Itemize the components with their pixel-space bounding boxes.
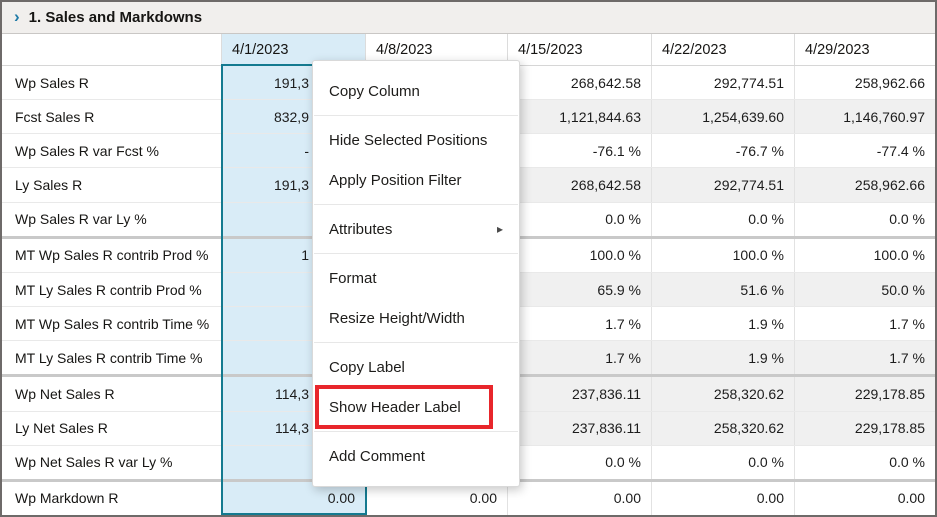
row-label-ly-net-sales-r[interactable]: Ly Net Sales R [2,411,222,445]
row-label-ly-sales-r[interactable]: Ly Sales R [2,168,222,202]
cell[interactable]: 65.9 % [508,272,652,307]
cell[interactable]: 237,836.11 [508,377,652,411]
menu-item-resize-height-width[interactable]: Resize Height/Width [313,298,519,338]
column-header-4-1-2023[interactable]: 4/1/2023 [222,34,366,65]
cell[interactable]: 1.9 % [652,307,795,341]
cell[interactable]: 0.0 % [508,445,652,479]
cell[interactable]: 229,178.85 [795,411,935,445]
cell[interactable]: 100.0 % [652,238,795,272]
menu-separator [314,204,518,205]
cell[interactable]: 0.00 [652,481,795,515]
menu-item-label: Hide Selected Positions [329,131,488,149]
chevron-right-icon[interactable]: › [14,7,20,26]
menu-item-copy-label[interactable]: Copy Label [313,347,519,387]
cell[interactable]: 0.00 [508,481,652,515]
cell[interactable]: 0.0 % [795,202,935,236]
cell[interactable]: 1.7 % [508,307,652,341]
row-label-fcst-sales-r[interactable]: Fcst Sales R [2,100,222,134]
cell[interactable]: 1.7 % [795,341,935,375]
cell[interactable]: 1.7 % [508,341,652,375]
menu-item-label: Resize Height/Width [329,309,465,327]
menu-item-label: Copy Column [329,82,420,100]
cell[interactable]: 268,642.58 [508,66,652,100]
cell[interactable]: 258,320.62 [652,377,795,411]
cell[interactable]: 1,146,760.97 [795,100,935,134]
row-label-wp-sales-r[interactable]: Wp Sales R [2,66,222,100]
column-header-4-8-2023[interactable]: 4/8/2023 [366,34,508,65]
menu-item-show-header-label[interactable]: Show Header Label [313,385,519,429]
cell[interactable]: 292,774.51 [652,66,795,100]
cell[interactable]: 50.0 % [795,272,935,307]
menu-item-copy-column[interactable]: Copy Column [313,71,519,111]
table-row: MT Wp Sales R contrib Time % 1.7 % 1.9 % 1.… [2,306,935,341]
row-label-wp-sales-r-var-ly[interactable]: Wp Sales R var Ly % [2,202,222,236]
cell[interactable]: 292,774.51 [652,168,795,202]
menu-item-label: Format [329,269,377,287]
menu-item-add-comment[interactable]: Add Comment [313,436,519,476]
row-label-mt-wp-sales-r-contrib-time[interactable]: MT Wp Sales R contrib Time % [2,307,222,341]
cell[interactable]: 258,962.66 [795,66,935,100]
menu-item-label: Copy Label [329,358,405,376]
row-header-corner [2,34,222,65]
cell[interactable]: -77.4 % [795,134,935,168]
cell[interactable]: 0.00 [795,481,935,515]
column-header-4-15-2023[interactable]: 4/15/2023 [508,34,652,65]
menu-separator [314,431,518,432]
cell[interactable]: 0.00 [222,481,366,515]
submenu-arrow-icon: ▸ [496,222,503,236]
table-row: Ly Net Sales R 114,3 237,836.11 258,320.62 2… [2,410,935,445]
cell[interactable]: 0.0 % [652,202,795,236]
column-header-row: 4/1/2023 4/8/2023 4/15/2023 4/22/2023 4/29/2… [2,34,935,66]
menu-item-apply-position-filter[interactable]: Apply Position Filter [313,160,519,200]
cell[interactable]: 229,178.85 [795,377,935,411]
menu-item-label: Show Header Label [329,398,461,416]
cell[interactable]: 258,320.62 [652,411,795,445]
section-header[interactable]: › 1. Sales and Markdowns [2,2,935,34]
menu-item-label: Apply Position Filter [329,171,462,189]
row-label-mt-ly-sales-r-contrib-prod[interactable]: MT Ly Sales R contrib Prod % [2,272,222,307]
cell[interactable]: 0.0 % [652,445,795,479]
menu-separator [314,115,518,116]
row-label-wp-markdown-r[interactable]: Wp Markdown R [2,481,222,515]
cell[interactable]: 100.0 % [795,238,935,272]
row-label-wp-net-sales-r[interactable]: Wp Net Sales R [2,377,222,411]
cell[interactable]: 0.00 [366,481,508,515]
row-label-wp-net-sales-r-var-ly[interactable]: Wp Net Sales R var Ly % [2,445,222,479]
column-header-4-22-2023[interactable]: 4/22/2023 [652,34,795,65]
menu-separator [314,253,518,254]
menu-separator [314,342,518,343]
cell[interactable]: 1,254,639.60 [652,100,795,134]
cell[interactable]: 237,836.11 [508,411,652,445]
column-header-4-29-2023[interactable]: 4/29/2023 [805,41,870,58]
cell[interactable]: -76.7 % [652,134,795,168]
cell[interactable]: 1.7 % [795,307,935,341]
row-label-mt-wp-sales-r-contrib-prod[interactable]: MT Wp Sales R contrib Prod % [2,238,222,272]
menu-item-label: Attributes [329,220,393,238]
menu-item-label: Add Comment [329,447,425,465]
row-label-mt-ly-sales-r-contrib-time[interactable]: MT Ly Sales R contrib Time % [2,341,222,375]
page-title: 1. Sales and Markdowns [28,9,203,26]
menu-item-format[interactable]: Format [313,258,519,298]
cell[interactable]: 258,962.66 [795,168,935,202]
cell[interactable]: -76.1 % [508,134,652,168]
cell[interactable]: 100.0 % [508,238,652,272]
cell[interactable]: 1.9 % [652,341,795,375]
menu-item-hide-selected-positions[interactable]: Hide Selected Positions [313,120,519,160]
table-row: Wp Net Sales R var Ly % 0.0 % 0.0 % 0.0 % [2,444,935,479]
row-label-wp-sales-r-var-fcst[interactable]: Wp Sales R var Fcst % [2,134,222,168]
cell[interactable]: 268,642.58 [508,168,652,202]
cell[interactable]: 0.0 % [508,202,652,236]
menu-item-attributes[interactable]: Attributes ▸ [313,209,519,249]
context-menu: Copy Column Hide Selected Positions Apply … [312,60,520,487]
cell[interactable]: 51.6 % [652,272,795,307]
cell[interactable]: 1,121,844.63 [508,100,652,134]
cell[interactable]: 0.0 % [795,445,935,479]
